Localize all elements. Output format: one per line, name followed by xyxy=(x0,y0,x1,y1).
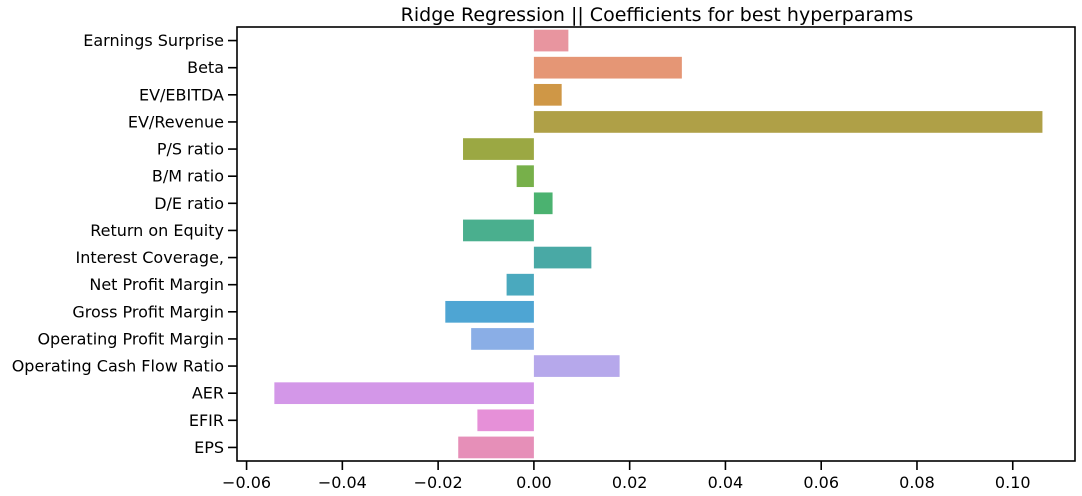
bar xyxy=(533,29,569,52)
x-tick-label: −0.06 xyxy=(222,473,271,492)
y-tick-label: Return on Equity xyxy=(90,221,224,240)
y-tick-label: D/E ratio xyxy=(154,194,224,213)
y-tick-label: Interest Coverage, xyxy=(76,248,224,267)
y-tick-label: Earnings Surprise xyxy=(83,31,224,50)
plot-frame xyxy=(236,26,1076,462)
bar xyxy=(533,56,682,79)
bars-group xyxy=(274,29,1043,459)
y-tick-label: Beta xyxy=(187,58,224,77)
bar xyxy=(533,192,553,215)
y-tick-label: Operating Cash Flow Ratio xyxy=(12,357,224,376)
bar xyxy=(274,382,534,405)
chart-title: Ridge Regression || Coefficients for bes… xyxy=(401,4,914,26)
x-axis: −0.06 −0.04 −0.02 0.00 0.02 0.04 0.06 0.08 0.10 xyxy=(222,461,1031,492)
bar xyxy=(533,111,1043,133)
x-tick-label: 0.02 xyxy=(612,473,648,492)
x-tick-label: 0.10 xyxy=(995,473,1031,492)
x-tick-label: −0.02 xyxy=(414,473,463,492)
x-tick-label: 0.04 xyxy=(708,473,744,492)
y-tick-label: Net Profit Margin xyxy=(89,275,224,294)
y-tick-label: B/M ratio xyxy=(152,167,224,186)
bar xyxy=(477,409,534,432)
y-tick-label: Operating Profit Margin xyxy=(37,329,224,348)
x-tick-label: 0.08 xyxy=(899,473,935,492)
y-tick-label: Gross Profit Margin xyxy=(72,302,224,321)
bar xyxy=(533,246,592,269)
y-tick-label: EV/Revenue xyxy=(128,112,224,131)
bar xyxy=(533,355,620,377)
y-axis: Earnings Surprise Beta EV/EBITDA EV/Revenue… xyxy=(12,31,237,457)
bar xyxy=(516,165,534,188)
bar xyxy=(471,328,534,350)
bar xyxy=(463,219,534,242)
y-tick-label: P/S ratio xyxy=(157,140,224,159)
bar xyxy=(463,138,534,160)
x-tick-label: −0.04 xyxy=(318,473,367,492)
bar xyxy=(506,273,534,296)
y-tick-label: EFIR xyxy=(189,411,224,430)
bar xyxy=(533,83,562,106)
x-tick-label: 0.06 xyxy=(803,473,839,492)
bar xyxy=(445,300,534,323)
x-tick-label: 0.00 xyxy=(516,473,552,492)
y-tick-label: AER xyxy=(192,384,224,403)
y-tick-label: EV/EBITDA xyxy=(139,85,224,104)
y-tick-label: EPS xyxy=(194,438,224,457)
bar xyxy=(458,436,534,459)
